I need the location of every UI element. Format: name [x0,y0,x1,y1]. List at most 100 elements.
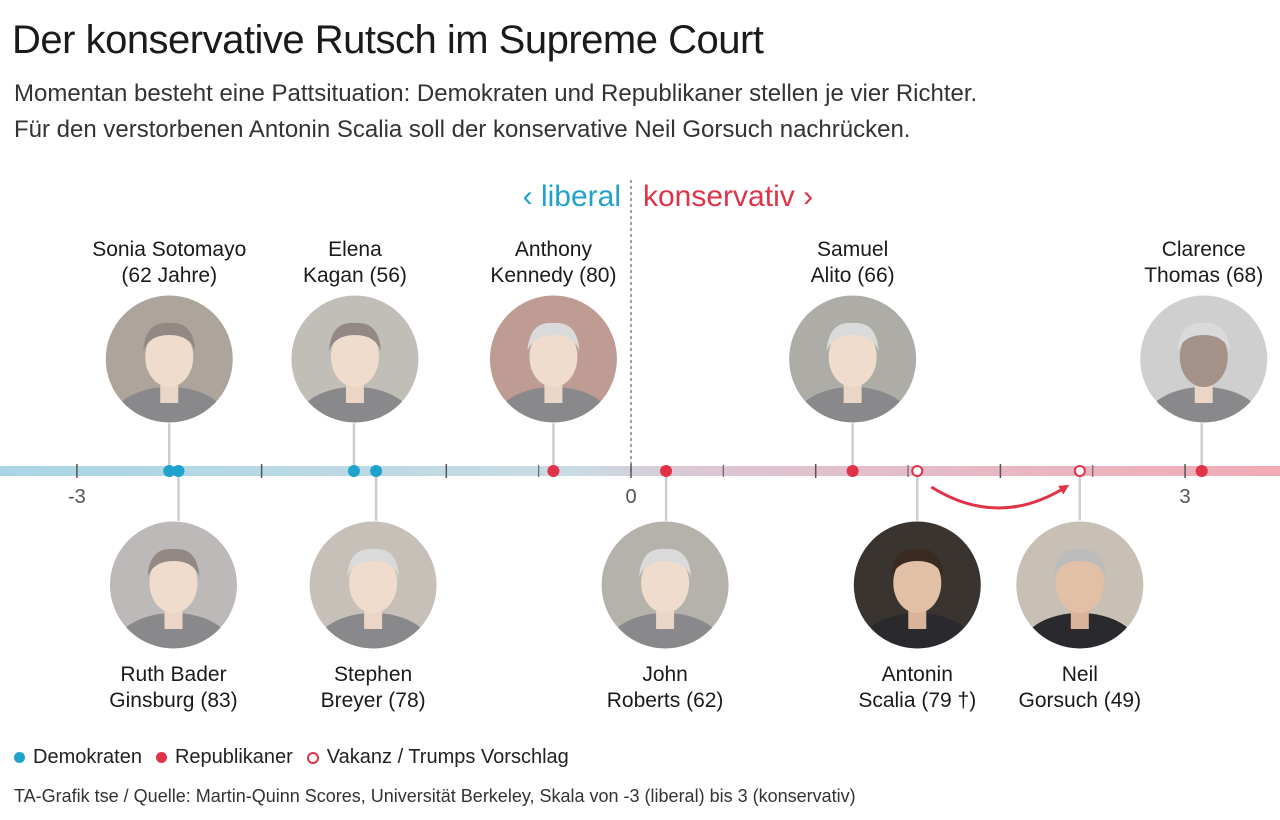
portrait-icon [308,520,438,650]
justice-point-breyer [370,465,383,477]
justice-label-line: Elena [328,238,382,261]
portrait-hair [147,548,200,577]
legend-item-democrat: Demokraten [14,746,142,769]
portrait-rim [308,520,438,650]
portrait-neck [345,381,364,403]
portrait-icon [488,294,618,424]
portrait-figure [794,322,911,423]
justice-label-line: Clarence [1162,238,1246,261]
portrait-figure [859,548,976,649]
justice-label-line: Alito (66) [811,264,895,287]
justice-label-kagan: Elena Kagan (56) [303,238,407,287]
portrait-shoulders [296,387,413,423]
legend-label-republican: Republikaner [174,746,293,768]
portrait-rim [852,520,982,650]
portrait-figure [495,322,612,423]
legend-label-vacancy: Vakanz / Trumps Vorschlag [326,746,569,768]
justice-point-thomas [1195,465,1208,477]
portrait-hair [639,548,692,577]
portrait-icon [108,520,238,650]
portrait-icon [104,294,234,424]
democrat-dot-icon [14,752,25,763]
portrait-icon [600,520,730,650]
portrait-shoulders [1145,387,1262,423]
justice-label-line: Breyer (78) [321,689,426,712]
portrait-shoulders [495,387,612,423]
justice-point-roberts [660,465,673,477]
portrait-hair [527,322,580,351]
portrait-face [145,327,194,387]
portrait-icon [290,294,420,424]
portrait-icon [852,520,982,650]
justice-label-scalia: Antonin Scalia (79 †) [858,663,976,712]
portrait-shoulders [111,387,228,423]
justice-label-thomas: Clarence Thomas (68) [1144,238,1263,287]
portrait-icon [1015,520,1145,650]
portrait-figure [607,548,724,649]
justice-label-ginsburg: Ruth Bader Ginsburg (83) [109,663,237,712]
portrait-face [529,327,578,387]
portrait-face [1179,327,1228,387]
justice-point-ginsburg [172,465,185,477]
justice-label-line: John [642,663,688,686]
portrait-icon [1139,294,1269,424]
justice-label-kennedy: Anthony Kennedy (80) [490,238,616,287]
justice-label-roberts: John Roberts (62) [607,663,724,712]
axis-tick-label: -3 [68,486,86,508]
justice-label-line: Neil [1062,663,1098,686]
portrait-face [149,553,198,613]
justice-label-line: Antonin [882,663,953,686]
portrait-rim [488,294,618,424]
justice-label-line: Kagan (56) [303,264,407,287]
portrait-hair [826,322,879,351]
portrait-rim [104,294,234,424]
legend-label-democrat: Demokraten [33,746,142,768]
portrait-neck [160,381,179,403]
justice-label-line: Stephen [334,663,412,686]
portrait-hair [347,548,400,577]
justice-label-breyer: Stephen Breyer (78) [321,663,426,712]
vacancy-ring-icon [306,751,319,764]
portrait-hair [891,548,944,577]
portrait-neck [908,607,927,629]
justice-point-gorsuch [1073,465,1086,477]
portrait-shoulders [115,613,232,649]
portrait-rim [290,294,420,424]
portrait-rim [108,520,238,650]
justice-label-line: Samuel [817,238,888,261]
portrait-neck [164,607,183,629]
axis-tick-label: 0 [625,486,636,508]
portrait-shoulders [859,613,976,649]
axis-band [0,466,1280,476]
portrait-figure [111,322,228,423]
portrait-icon [788,294,918,424]
justice-label-line: Gorsuch (49) [1019,689,1142,712]
subtitle-line-1: Momentan besteht eine Pattsituation: Dem… [14,80,978,107]
portrait-shoulders [794,387,911,423]
justice-point-alito [846,465,859,477]
justice-label-line: Sonia Sotomayo [92,238,246,261]
portrait-hair [1177,322,1230,351]
portrait-face [1055,553,1104,613]
liberal-direction-label: ‹ liberal [523,180,621,213]
portrait-neck [364,607,383,629]
portrait-figure [1145,322,1262,423]
portrait-rim [600,520,730,650]
portrait-shoulders [1021,613,1138,649]
justice-label-line: Roberts (62) [607,689,724,712]
justice-label-line: Ginsburg (83) [109,689,237,712]
subtitle: Momentan besteht eine Pattsituation: Dem… [14,76,977,148]
justice-label-gorsuch: Neil Gorsuch (49) [1019,663,1142,712]
portrait-figure [115,548,232,649]
portrait-rim [1015,520,1145,650]
justice-label-sotomayor: Sonia Sotomayo (62 Jahre) [92,238,246,287]
justice-label-alito: Samuel Alito (66) [811,238,895,287]
portrait-face [641,553,690,613]
portrait-face [330,327,379,387]
portrait-rim [1139,294,1269,424]
axis-tick-label: 3 [1180,486,1191,508]
justice-label-line: Kennedy (80) [490,264,616,287]
portrait-neck [656,607,675,629]
conservative-direction-label: konservativ › [643,180,813,213]
portrait-neck [1070,607,1089,629]
